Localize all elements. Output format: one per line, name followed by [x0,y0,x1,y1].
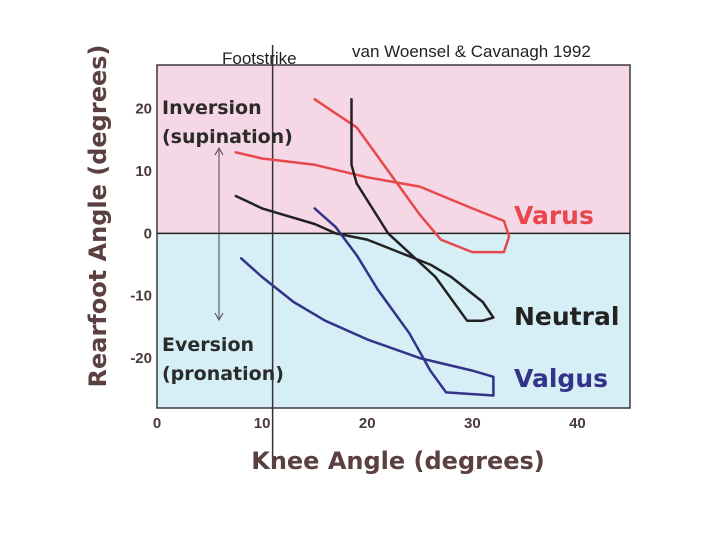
x-axis-label: Knee Angle (degrees) [251,447,545,475]
arrow-head-up [214,146,224,156]
x-tick-label: 20 [359,415,376,432]
x-tick-label: 0 [153,415,161,432]
series-label-varus: Varus [514,201,594,230]
series-line-varus [234,98,511,254]
series-line-neutral [234,98,495,322]
series-line-valgus [239,207,495,397]
y-tick-label: 20 [135,101,152,118]
y-tick-label: 0 [144,225,152,242]
x-tick-label: 40 [569,415,586,432]
footstrike-label: Footstrike [222,49,297,68]
x-tick-label: 30 [464,415,481,432]
credit-text: van Woensel & Cavanagh 1992 [352,42,591,61]
pronation-label: (pronation) [162,363,284,385]
series-label-neutral: Neutral [514,302,619,331]
eversion-label: Eversion [162,334,254,356]
y-tick-label: -10 [130,288,152,305]
y-axis-label: Rearfoot Angle (degrees) [84,45,112,388]
plot-frame [156,64,631,409]
eversion-region [157,233,630,408]
y-tick-label: 10 [135,163,152,180]
arrow-head-down [214,312,224,322]
inversion-label: Inversion [162,97,262,119]
y-tick-label: -20 [130,350,152,367]
supination-label: (supination) [162,126,293,148]
series-label-valgus: Valgus [514,364,608,393]
x-tick-label: 10 [254,415,271,432]
inversion-region [157,65,630,234]
